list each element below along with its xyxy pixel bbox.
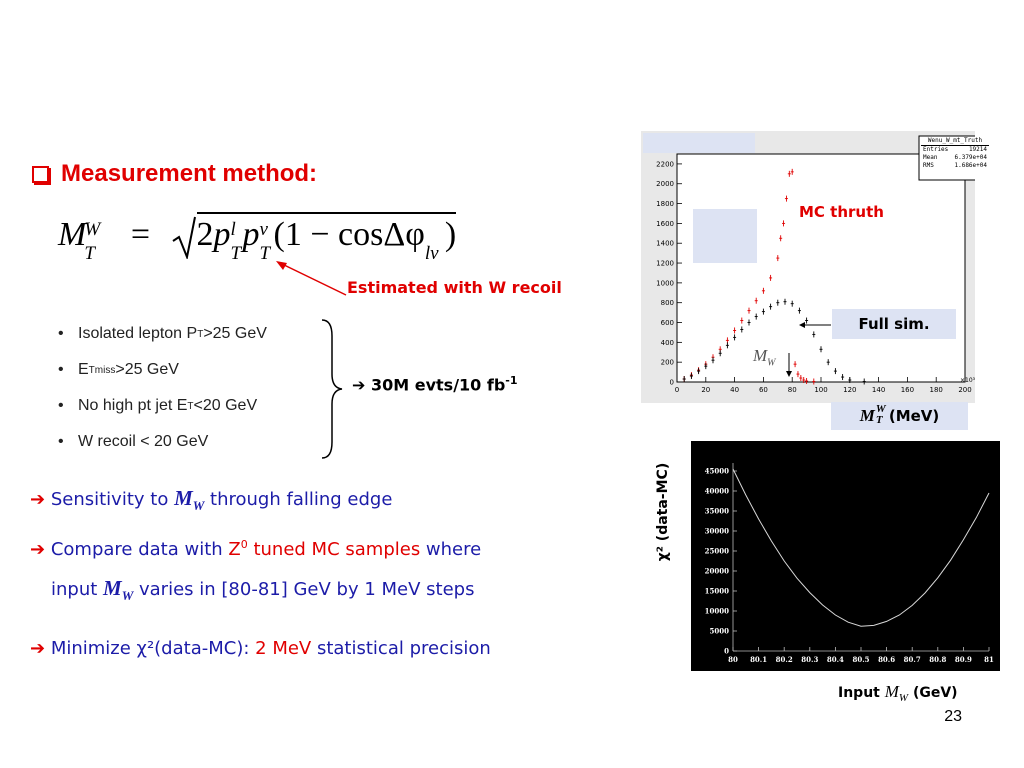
histogram-chart: 2200200018001600140012001000800600400200… — [643, 133, 990, 394]
page-number: 23 — [944, 708, 962, 725]
y-tick-label: 200 — [661, 359, 674, 367]
point-minimize: ➔ Minimize χ²(data-MC): 2 MeV statistica… — [30, 638, 491, 659]
y-tick-label: 1800 — [656, 200, 674, 208]
x-exponent: ×10³ — [960, 377, 976, 384]
mt-axis-label: M W T (MeV) — [831, 402, 968, 430]
list-item: • Isolated lepton P T >25 GeV — [58, 325, 267, 342]
y-tick-label: 1000 — [656, 279, 674, 287]
x-tick-label: 20 — [701, 386, 710, 394]
y-tick-label: 1200 — [656, 260, 674, 268]
y-tick-label: 45000 — [705, 467, 729, 476]
y-tick-label: 30000 — [705, 527, 729, 536]
arrow-right-icon: ➔ — [30, 489, 46, 510]
y-tick-label: 800 — [661, 299, 674, 307]
arrow-right-icon: ➔ — [30, 638, 46, 659]
x-tick-label: 40 — [730, 386, 739, 394]
transverse-mass-formula: M W T = 2p l T p ν T (1 − cosΔφ lν ) — [58, 212, 457, 264]
x-tick-label: 100 — [814, 386, 827, 394]
x-tick-label: 80.4 — [827, 655, 844, 664]
chi2-x-label: Input MW (GeV) — [838, 682, 958, 704]
chi2-chart: 45000 40000 35000 30000 25000 20000 15000 10000… — [705, 463, 994, 664]
y-tick-label: 40000 — [705, 487, 729, 496]
x-tick-label: 80.5 — [852, 655, 869, 664]
checkbox-bullet-icon — [32, 165, 49, 183]
x-tick-label: 80 — [788, 386, 797, 394]
sqrt-sign-icon — [171, 217, 196, 261]
y-tick-label: 1400 — [656, 240, 674, 248]
x-tick-label: 200 — [958, 386, 971, 394]
chi2-y-label: χ² (data-MC) — [655, 462, 671, 562]
y-tick-label: 15000 — [705, 587, 729, 596]
point-sensitivity: ➔ Sensitivity to MW through falling edge — [30, 486, 393, 514]
x-tick-label: 0 — [675, 386, 679, 394]
x-tick-label: 81 — [984, 655, 994, 664]
y-tick-label: 0 — [670, 379, 674, 387]
y-tick-label: 600 — [661, 319, 674, 327]
chi2-curve — [732, 468, 990, 627]
x-tick-label: 80.2 — [776, 655, 793, 664]
right-brace — [321, 319, 343, 459]
x-tick-label: 80.7 — [904, 655, 921, 664]
y-tick-label: 5000 — [710, 627, 730, 636]
y-tick-label: 2000 — [656, 180, 674, 188]
y-tick-label: 10000 — [705, 607, 729, 616]
x-tick-label: 160 — [901, 386, 914, 394]
recoil-annotation: Estimated with W recoil — [347, 278, 562, 297]
x-tick-label: 80.1 — [750, 655, 767, 664]
x-tick-label: 60 — [759, 386, 768, 394]
y-tick-label: 20000 — [705, 567, 729, 576]
y-tick-label: 400 — [661, 339, 674, 347]
events-summary: ➔ 30M evts/10 fb-1 — [352, 374, 518, 395]
stats-box: Wenu_W_mt_Truth Entries 19214 Mean 6.379e+… — [921, 137, 989, 169]
y-tick-label: 0 — [724, 647, 729, 656]
y-tick-label: 1600 — [656, 220, 674, 228]
x-tick-label: 80 — [728, 655, 738, 664]
y-tick-label: 25000 — [705, 547, 729, 556]
point-compare-cont: input MW varies in [80-81] GeV by 1 MeV … — [51, 576, 475, 604]
x-tick-label: 180 — [930, 386, 943, 394]
x-tick-label: 80.8 — [929, 655, 946, 664]
x-tick-label: 80.6 — [878, 655, 895, 664]
list-item: • No high pt jet E T <20 GeV — [58, 397, 258, 414]
arrow-right-icon: ➔ — [30, 539, 46, 560]
mw-marker-label: MW — [753, 346, 776, 369]
x-tick-label: 80.9 — [955, 655, 972, 664]
x-tick-label: 120 — [843, 386, 856, 394]
point-compare: ➔ Compare data with Z0 tuned MC samples … — [30, 538, 482, 560]
mc-truth-label: MC thruth — [799, 203, 884, 221]
arrow-right-icon: ➔ — [352, 375, 366, 395]
full-sim-label: Full sim. — [832, 309, 956, 339]
chi2-panel: 45000 40000 35000 30000 25000 20000 15000 10000… — [691, 441, 1000, 671]
title-text: Measurement method: — [61, 160, 318, 187]
y-tick-label: 2200 — [656, 160, 674, 168]
y-tick-label: 35000 — [705, 507, 729, 516]
slide-title: Measurement method: — [32, 160, 317, 188]
x-tick-label: 80.3 — [801, 655, 818, 664]
annotation-arrow — [276, 261, 347, 296]
histogram-panel: 2200 2000 1800 1600 1400 1200 1000 800 600 400 200… — [641, 131, 990, 403]
x-tick-label: 140 — [872, 386, 885, 394]
list-item: • W recoil < 20 GeV — [58, 433, 209, 450]
